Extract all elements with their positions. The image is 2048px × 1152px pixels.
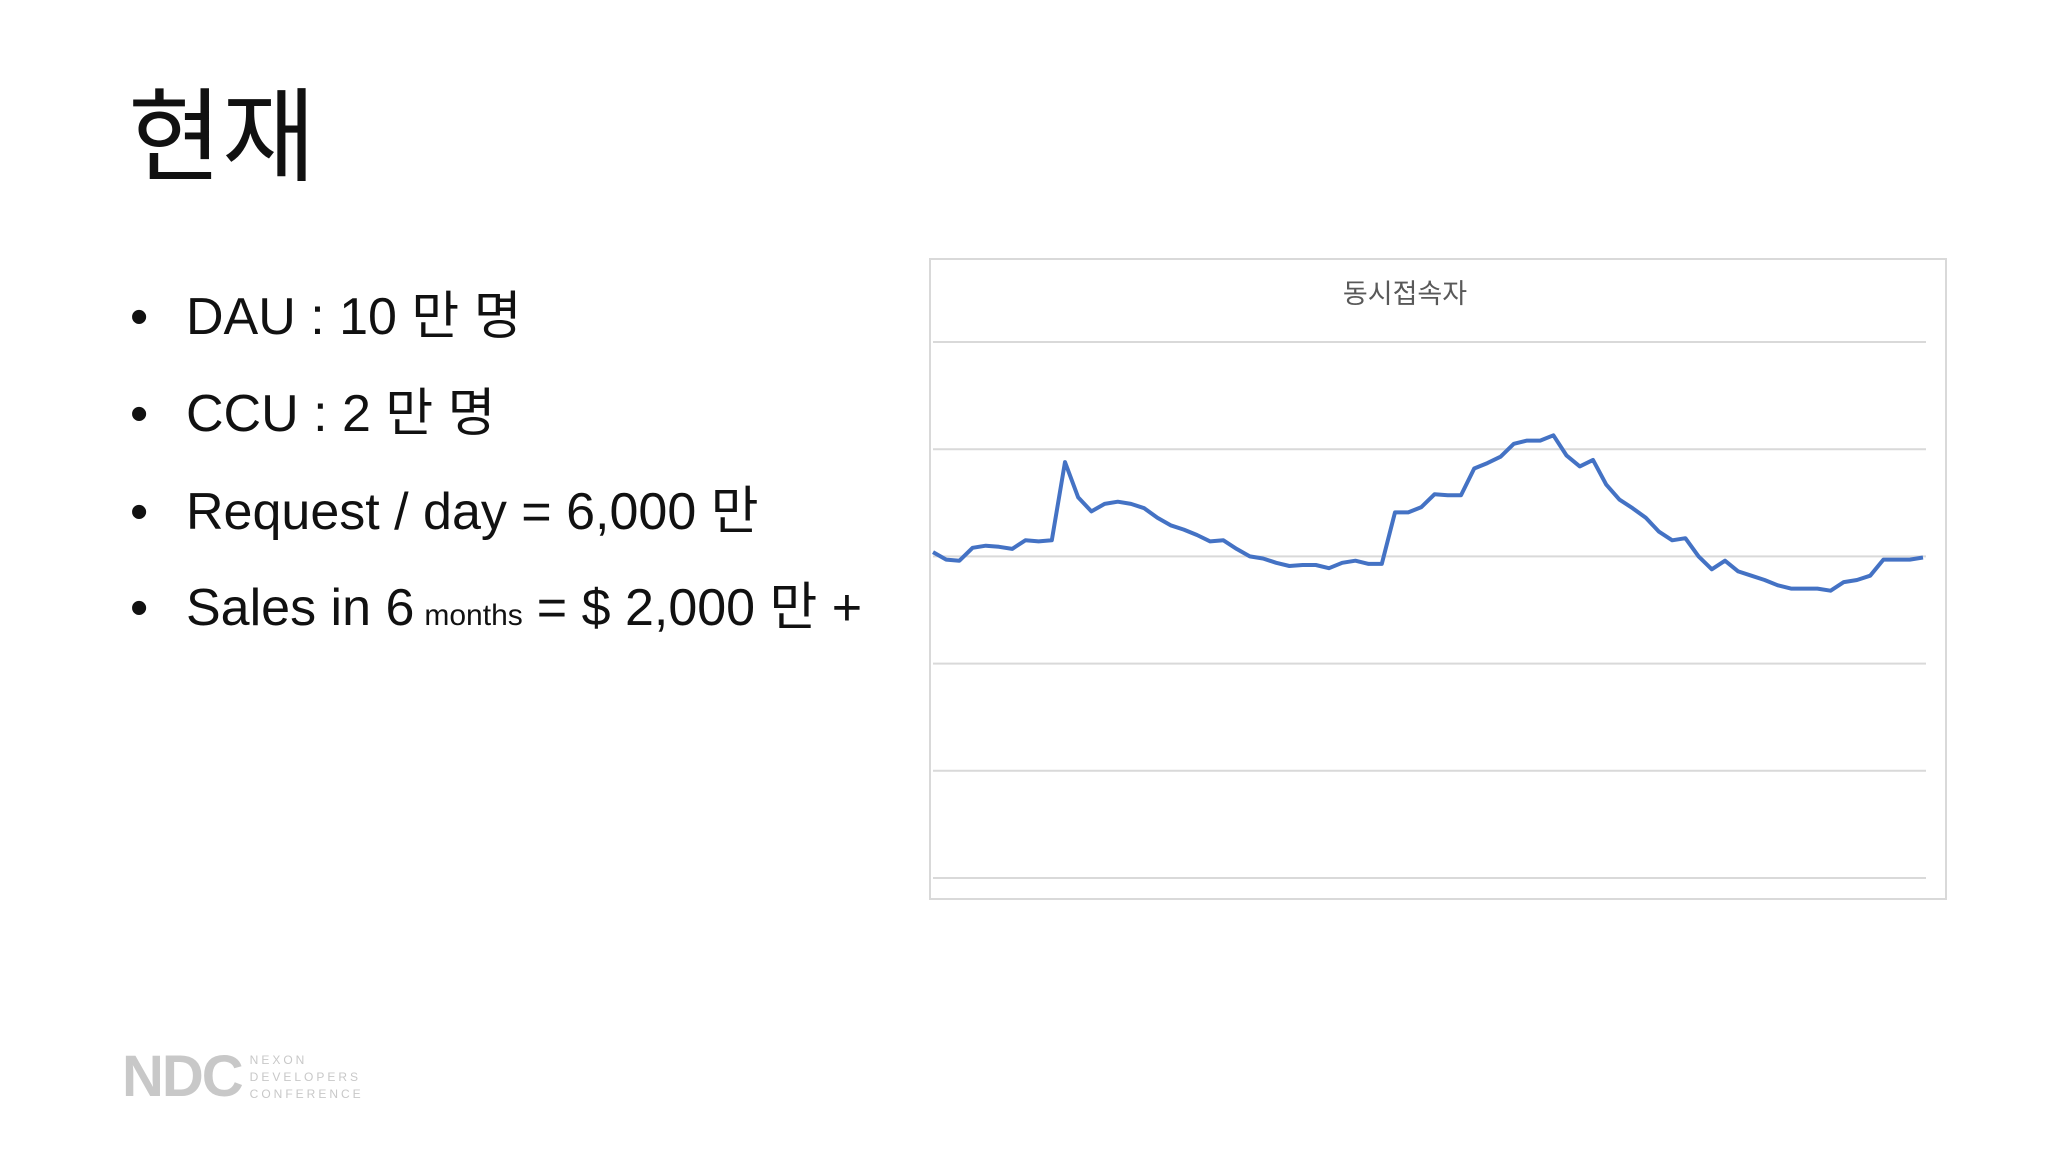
logo-line: CONFERENCE [249, 1086, 364, 1101]
bullet-text: Request / day = 6,000 만 [186, 483, 759, 541]
chart-title: 동시접속자 [1343, 279, 1467, 309]
bullet-text: CCU : 2 만 명 [186, 385, 496, 443]
data-line [932, 433, 1924, 593]
logo-line: DEVELOPERS [249, 1069, 362, 1084]
bullet: • Sales in 6 months = $ 2,000 만 + [130, 579, 863, 637]
logo-text: NEXON DEVELOPERS CONFERENCE [250, 1052, 364, 1103]
logo-mark: NDC [122, 1044, 244, 1109]
bullet-text: Sales in 6 [186, 579, 415, 637]
slide-title: 현재 [128, 81, 316, 195]
bullet: • CCU : 2 만 명 [130, 385, 496, 443]
logo-line: NEXON [249, 1052, 308, 1067]
logo: NDC NEXON DEVELOPERS CONFERENCE [122, 1044, 364, 1109]
chart-frame [929, 258, 1947, 900]
bullet-text: = $ 2,000 만 + [536, 579, 863, 637]
bullet: • DAU : 10 만 명 [130, 288, 522, 346]
bullet-small-text: months [424, 599, 523, 632]
bullet: • Request / day = 6,000 만 [130, 483, 759, 541]
bullet-text: DAU : 10 만 명 [186, 288, 522, 346]
